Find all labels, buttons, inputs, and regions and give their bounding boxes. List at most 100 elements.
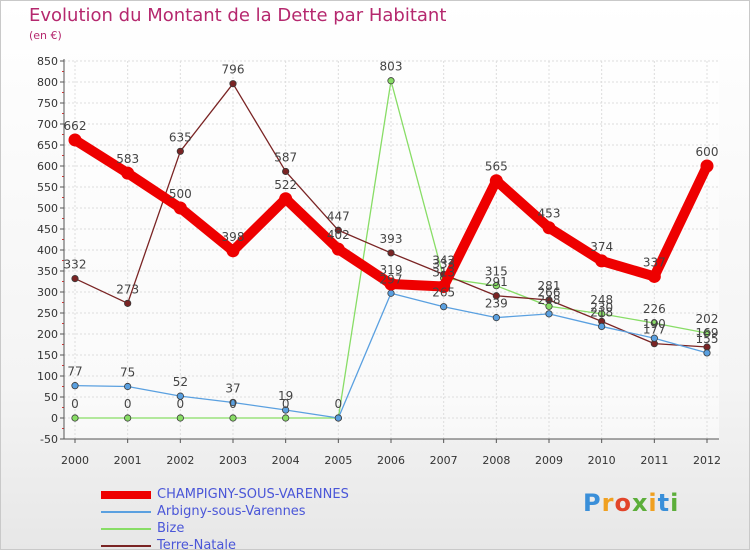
data-point	[387, 289, 395, 297]
data-point	[173, 201, 187, 215]
y-tick-label: 600	[37, 160, 58, 173]
data-point	[598, 310, 606, 318]
y-tick-label: 850	[37, 55, 58, 68]
data-label: 226	[643, 302, 666, 316]
data-label: 19	[278, 389, 293, 403]
data-label: 169	[696, 326, 719, 340]
data-point	[492, 282, 500, 290]
data-label: 202	[696, 312, 719, 326]
data-point	[71, 414, 79, 422]
data-point	[176, 392, 184, 400]
data-label: 239	[485, 297, 508, 311]
y-tick-label: 750	[37, 97, 58, 110]
data-label: 315	[485, 265, 508, 279]
data-point	[542, 221, 556, 235]
data-point	[595, 254, 609, 268]
legend-item: CHAMPIGNY-SOUS-VARENNES	[101, 486, 349, 503]
data-point	[71, 382, 79, 390]
data-label: 177	[643, 323, 666, 337]
data-point	[384, 277, 398, 291]
data-label: 635	[169, 130, 192, 144]
y-tick-label: 300	[37, 286, 58, 299]
data-label: 333	[432, 257, 455, 271]
legend-label: Bize	[157, 521, 185, 536]
data-point	[545, 296, 553, 304]
x-tick-label: 2011	[640, 454, 668, 467]
data-point	[229, 80, 237, 88]
data-label: 522	[274, 178, 297, 192]
legend-item: Arbigny-sous-Varennes	[101, 503, 349, 520]
data-point	[331, 242, 345, 256]
data-label: 662	[64, 119, 87, 133]
data-point	[282, 167, 290, 176]
legend-label: CHAMPIGNY-SOUS-VARENNES	[157, 487, 349, 502]
y-tick-label: 700	[37, 118, 58, 131]
data-label: 337	[643, 255, 666, 269]
data-label: 453	[538, 207, 561, 221]
data-point	[387, 249, 395, 257]
data-label: 155	[696, 332, 719, 346]
legend-swatch	[101, 527, 151, 530]
data-point	[703, 349, 711, 357]
data-point	[489, 174, 503, 188]
legend-item: Bize	[101, 520, 349, 537]
y-tick-label: 200	[37, 328, 58, 341]
x-tick-label: 2000	[61, 454, 89, 467]
data-label: 0	[282, 397, 290, 411]
y-tick-label: 400	[37, 244, 58, 257]
data-point	[229, 414, 237, 422]
y-tick-label: 50	[44, 391, 58, 404]
data-point	[387, 77, 395, 85]
x-tick-label: 2005	[324, 454, 352, 467]
data-label: 447	[327, 209, 350, 223]
x-tick-label: 2010	[588, 454, 616, 467]
data-label: 266	[538, 285, 561, 299]
data-point	[334, 414, 342, 422]
y-tick-label: 100	[37, 370, 58, 383]
data-label: 393	[380, 232, 403, 246]
data-label: 796	[222, 63, 245, 77]
data-point	[545, 310, 553, 318]
data-point	[226, 244, 240, 258]
data-label: 374	[590, 240, 613, 254]
data-label: 319	[380, 263, 403, 277]
data-label: 565	[485, 160, 508, 174]
data-point	[700, 159, 714, 173]
x-tick-label: 2002	[166, 454, 194, 467]
data-label: 291	[485, 275, 508, 289]
y-tick-label: 350	[37, 265, 58, 278]
x-tick-label: 2009	[535, 454, 563, 467]
x-tick-label: 2006	[377, 454, 405, 467]
data-label: 587	[274, 150, 297, 164]
data-point	[124, 382, 132, 391]
data-point	[71, 274, 79, 283]
data-point	[124, 299, 132, 307]
chart-subtitle: (en €)	[29, 29, 62, 42]
y-tick-label: 450	[37, 223, 58, 236]
data-label: 0	[177, 397, 185, 411]
data-point	[279, 192, 293, 206]
data-label: 500	[169, 187, 192, 201]
data-label: 0	[71, 397, 79, 411]
data-label: 37	[225, 381, 240, 395]
data-label: 398	[222, 230, 245, 244]
x-tick-label: 2008	[482, 454, 510, 467]
data-point	[492, 292, 500, 300]
data-point	[650, 319, 658, 327]
legend-swatch	[101, 510, 151, 513]
data-point	[282, 414, 290, 422]
x-tick-label: 2007	[430, 454, 458, 467]
data-label: 248	[538, 293, 561, 307]
y-tick-label: 550	[37, 181, 58, 194]
y-tick-label: 250	[37, 307, 58, 320]
legend-swatch	[101, 490, 151, 499]
data-point	[703, 329, 711, 337]
x-tick-label: 2003	[219, 454, 247, 467]
data-point	[650, 334, 658, 342]
x-tick-label: 2001	[114, 454, 142, 467]
legend-item: Terre-Natale	[101, 537, 349, 554]
data-label: 600	[696, 145, 719, 159]
y-tick-label: 500	[37, 202, 58, 215]
data-label: 218	[590, 305, 613, 319]
